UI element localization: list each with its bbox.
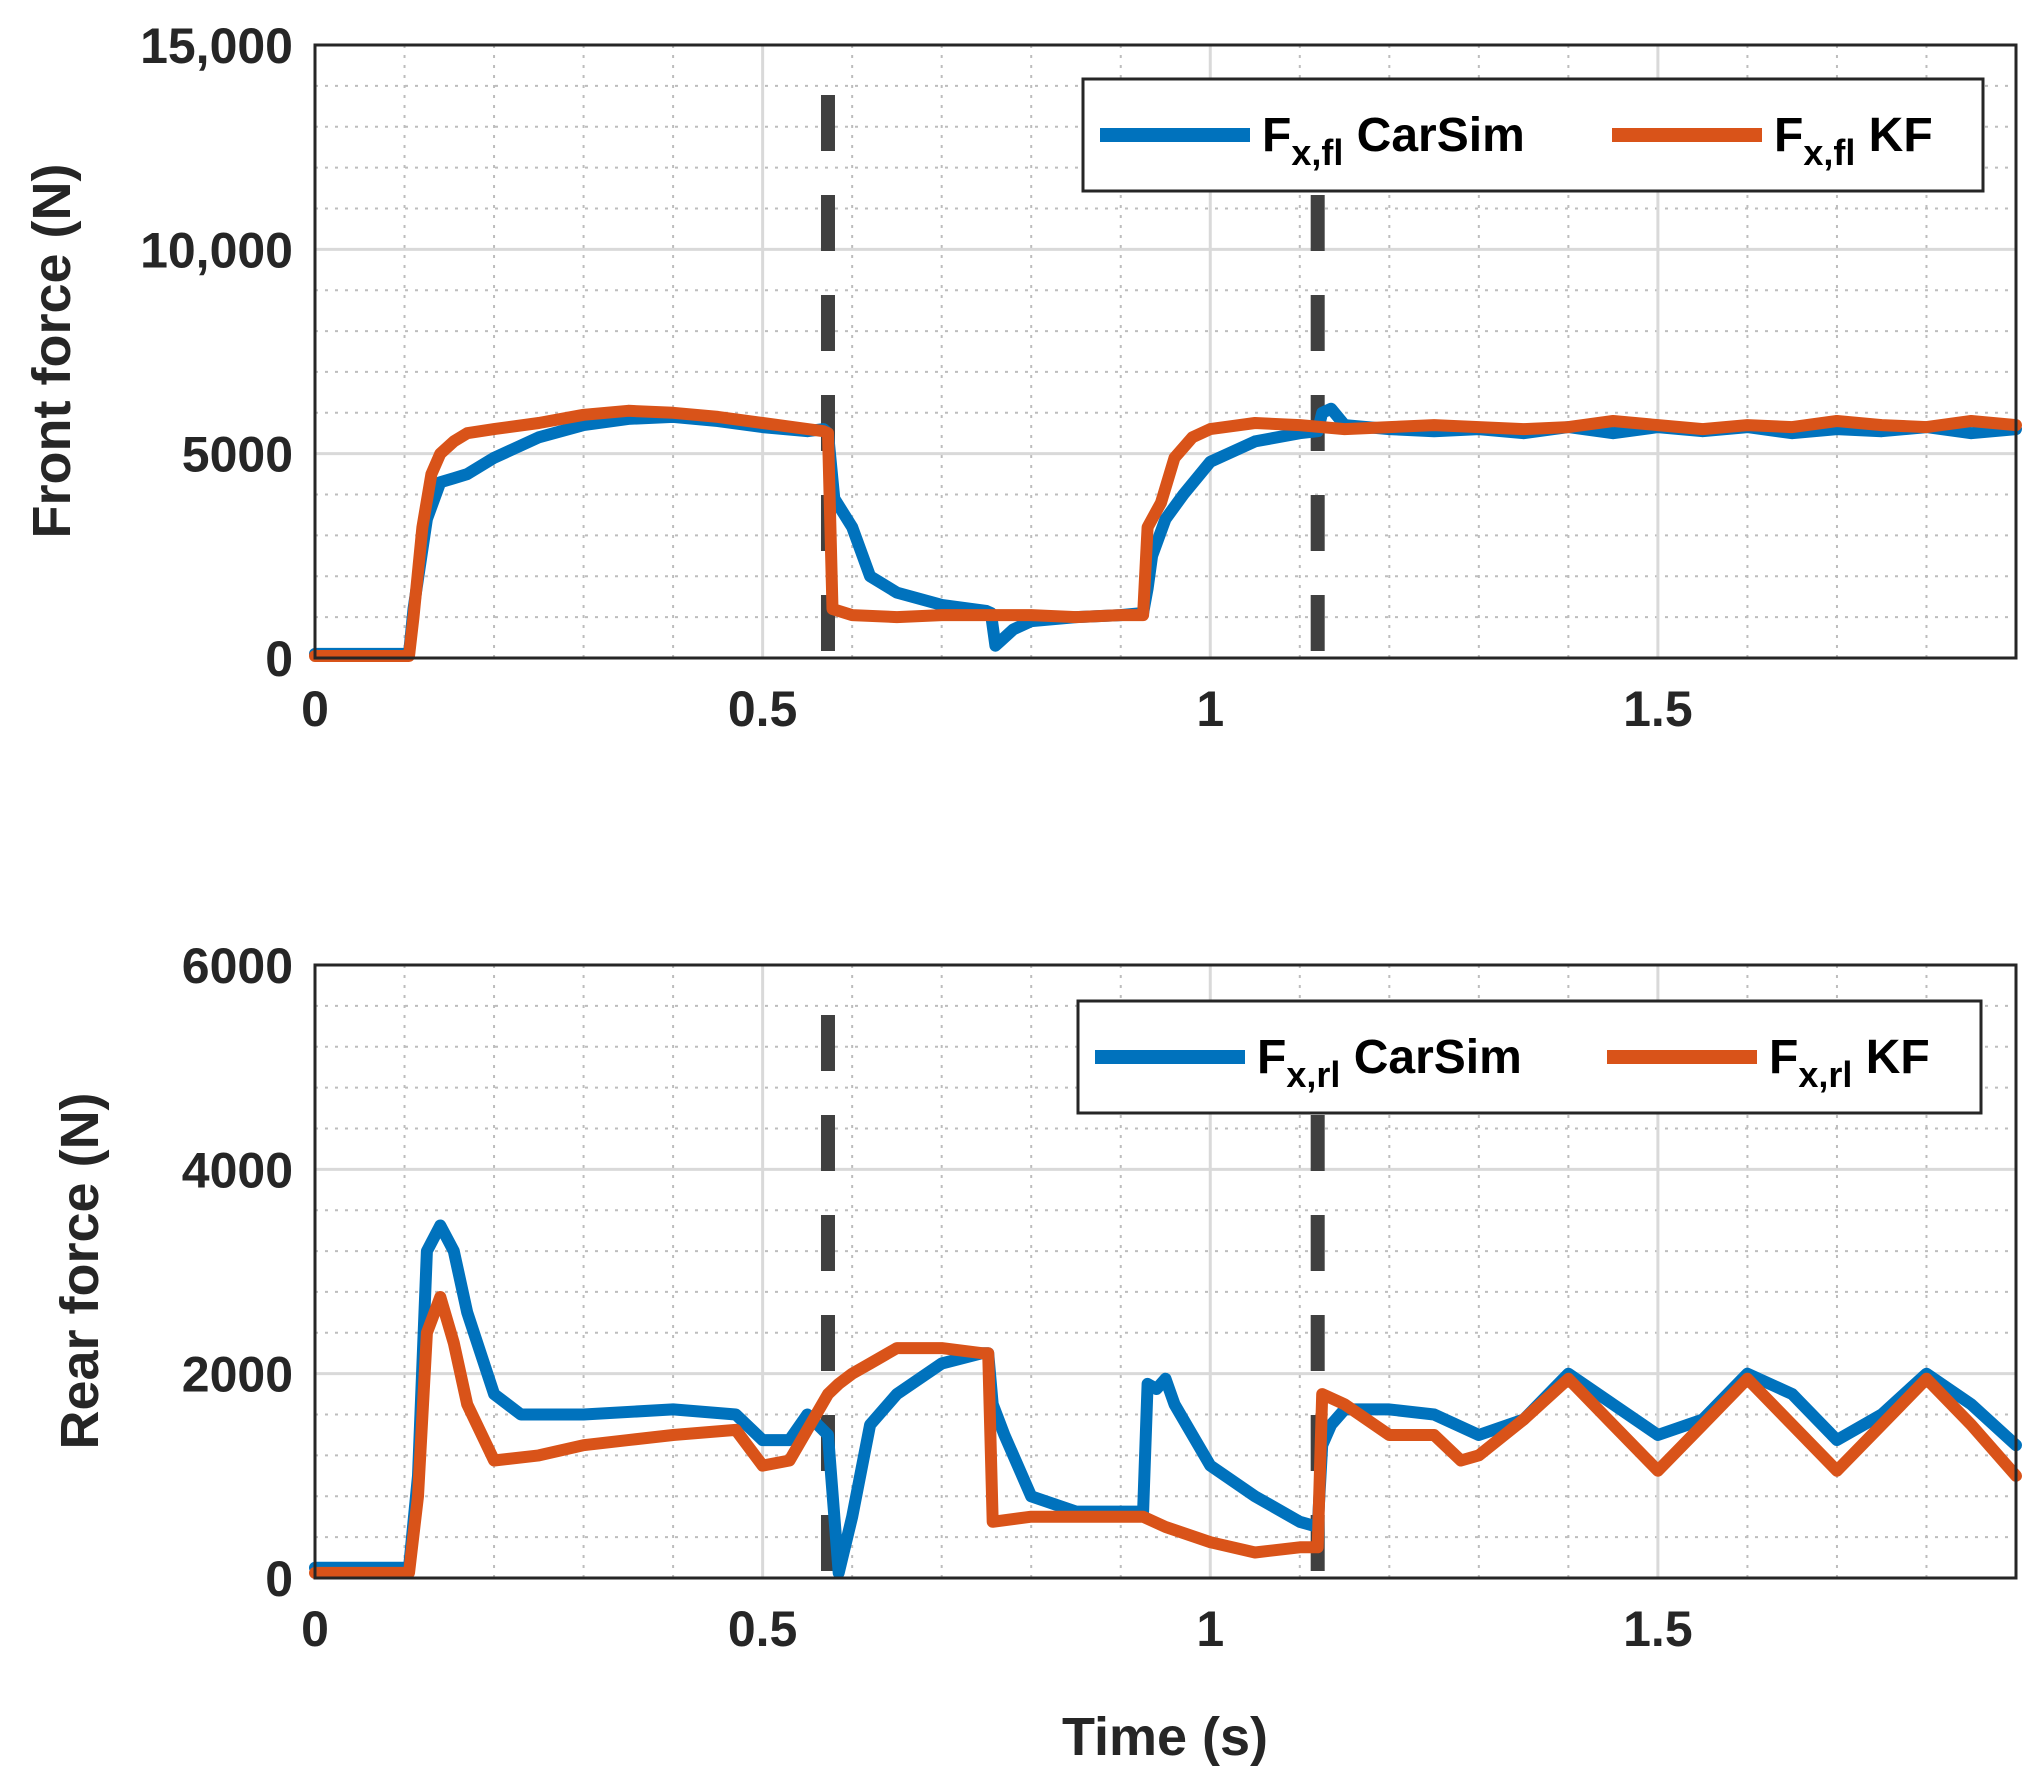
rear-force-panel: 0 2000 4000 6000 0 0.5 1 1.5 Rear force (N) Ti… [50,938,2022,1767]
axes-box [313,43,2018,660]
legend-label-carsim: Fx,fl CarSim [1262,109,1525,173]
x-tick-label: 0 [301,1601,329,1657]
x-tick-label: 1 [1196,1601,1224,1657]
x-axis-label: Time (s) [1062,1707,1268,1767]
series-line-kf [309,1291,2022,1579]
x-tick-labels: 0 0.5 1 1.5 [301,1601,1693,1657]
axes-box [313,963,2018,1580]
legend-label-kf: Fx,rl KF [1769,1031,1930,1095]
y-tick-label: 2000 [182,1347,293,1403]
y-axis-label: Front force (N) [22,164,82,539]
x-tick-label: 1 [1196,681,1224,737]
major-grid [315,45,2016,658]
front-force-panel: 0 5000 10,000 15,000 0 0.5 1 1.5 Front force (… [22,18,2022,737]
y-tick-label: 0 [265,1551,293,1607]
y-tick-labels: 0 5000 10,000 15,000 [140,18,293,687]
y-tick-label: 4000 [182,1142,293,1198]
legend: Fx,rl CarSim Fx,rl KF [1076,999,1983,1115]
y-tick-label: 0 [265,631,293,687]
legend: Fx,fl CarSim Fx,fl KF [1081,77,1985,193]
x-tick-label: 1.5 [1623,1601,1693,1657]
y-tick-label: 5000 [182,427,293,483]
series-lines [309,1219,2022,1579]
x-tick-label: 1.5 [1623,681,1693,737]
y-tick-labels: 0 2000 4000 6000 [182,938,293,1607]
y-tick-label: 15,000 [140,18,293,74]
legend-label-kf: Fx,fl KF [1774,109,1933,173]
series-lines [309,402,2022,662]
y-tick-label: 10,000 [140,222,293,278]
legend-label-carsim: Fx,rl CarSim [1257,1031,1522,1095]
y-axis-label: Rear force (N) [50,1092,110,1449]
x-tick-label: 0.5 [728,1601,798,1657]
x-tick-label: 0 [301,681,329,737]
x-tick-labels: 0 0.5 1 1.5 [301,681,1693,737]
series-line-kf [309,404,2022,662]
x-tick-label: 0.5 [728,681,798,737]
y-tick-label: 6000 [182,938,293,994]
